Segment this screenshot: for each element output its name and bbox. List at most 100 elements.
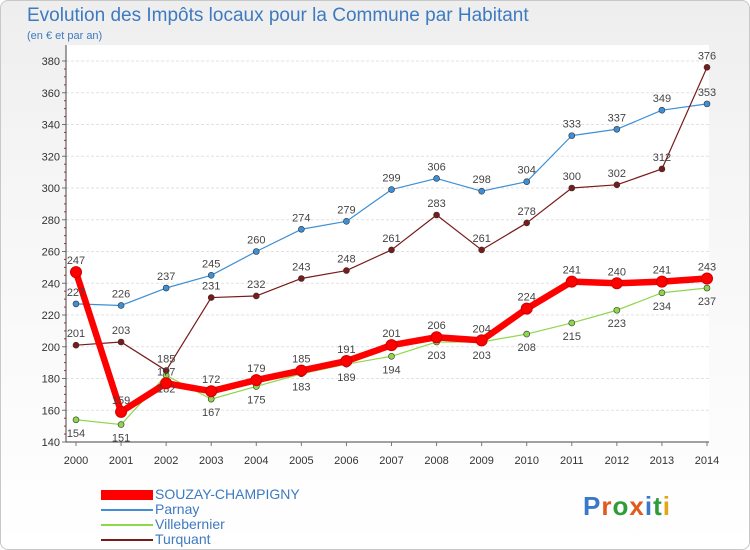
data-label: 237 — [157, 271, 175, 283]
brand-letter: x — [629, 491, 645, 521]
y-tick-label: 300 — [42, 183, 60, 195]
data-point — [433, 211, 440, 219]
data-point — [205, 385, 218, 398]
data-label: 179 — [247, 363, 265, 375]
x-tick-label: 2004 — [244, 455, 268, 467]
x-tick-label: 2009 — [469, 455, 493, 467]
x-tick-label: 2014 — [695, 455, 719, 467]
brand-letter: P — [583, 491, 602, 521]
x-tick-label: 2010 — [514, 455, 538, 467]
data-point — [72, 416, 80, 424]
data-label: 376 — [698, 50, 716, 62]
data-point — [658, 289, 666, 297]
data-point — [703, 100, 711, 108]
x-tick-label: 2011 — [560, 455, 584, 467]
brand-letter: r — [601, 491, 613, 521]
data-label: 245 — [202, 258, 220, 270]
data-label: 231 — [202, 281, 220, 293]
data-label: 241 — [563, 265, 581, 277]
chart-title: Evolution des Impôts locaux pour la Comm… — [27, 5, 529, 26]
y-tick-label: 360 — [42, 88, 60, 100]
data-label: 203 — [427, 350, 445, 362]
data-point — [703, 64, 711, 71]
data-label: 226 — [112, 288, 130, 300]
data-label: 241 — [653, 265, 671, 277]
data-point — [385, 339, 398, 352]
data-label: 243 — [698, 261, 716, 273]
y-tick-label: 160 — [42, 405, 60, 417]
data-label: 177 — [157, 366, 175, 378]
x-tick-label: 2005 — [289, 455, 313, 467]
data-label: 206 — [427, 320, 445, 332]
data-label: 274 — [292, 212, 310, 224]
data-label: 203 — [112, 325, 130, 337]
data-label: 185 — [292, 354, 310, 366]
data-label: 337 — [608, 112, 626, 124]
brand-logo[interactable]: Proxiti — [583, 491, 671, 522]
data-label: 304 — [518, 165, 536, 177]
legend-label: Villebernier — [155, 516, 225, 532]
data-label: 159 — [112, 395, 130, 407]
legend-swatch — [101, 539, 153, 541]
legend-swatch — [101, 509, 153, 511]
data-label: 175 — [247, 394, 265, 406]
data-label: 237 — [698, 296, 716, 308]
data-point — [343, 267, 350, 274]
data-point — [475, 334, 488, 347]
data-label: 349 — [653, 93, 671, 105]
x-tick-label: 2013 — [650, 455, 674, 467]
brand-letter: i — [644, 491, 654, 521]
y-tick-label: 240 — [42, 278, 60, 290]
data-label: 185 — [157, 354, 175, 366]
data-point — [520, 302, 533, 315]
data-point — [523, 219, 531, 227]
data-label: 240 — [608, 266, 626, 278]
data-label: 247 — [67, 255, 85, 267]
data-label: 201 — [382, 328, 400, 340]
data-label: 234 — [653, 301, 671, 313]
data-point — [340, 355, 353, 368]
data-point — [252, 248, 260, 255]
y-tick-label: 260 — [42, 247, 60, 259]
data-label: 215 — [563, 331, 581, 343]
data-label: 283 — [427, 198, 445, 210]
plot-area — [66, 45, 709, 442]
data-point — [160, 377, 173, 390]
data-point — [478, 187, 485, 195]
data-label: 191 — [337, 344, 355, 356]
data-point — [658, 165, 666, 173]
x-tick-label: 2012 — [605, 455, 629, 467]
data-point — [613, 181, 621, 189]
data-label: 278 — [518, 206, 536, 218]
brand-letter: o — [612, 491, 630, 521]
data-point — [343, 218, 350, 225]
data-label: 279 — [337, 204, 355, 216]
data-point — [613, 125, 621, 133]
legend-swatch — [101, 490, 153, 500]
data-point — [298, 275, 305, 282]
data-point — [207, 294, 215, 301]
data-point — [117, 302, 125, 309]
data-point — [250, 374, 263, 387]
data-label: 299 — [382, 173, 400, 185]
data-label: 223 — [608, 318, 626, 330]
data-label: 261 — [382, 233, 400, 245]
data-label: 260 — [247, 235, 265, 247]
data-point — [388, 186, 395, 193]
brand-letter: i — [662, 491, 671, 521]
data-point — [568, 132, 576, 139]
data-point — [252, 292, 260, 300]
data-point — [568, 319, 576, 327]
data-point — [613, 306, 621, 314]
data-point — [298, 225, 305, 233]
data-label: 261 — [472, 233, 490, 245]
data-point — [295, 364, 308, 377]
data-point — [162, 284, 170, 292]
x-tick-label: 2006 — [334, 455, 358, 467]
data-label: 248 — [337, 254, 355, 266]
brand-letter: t — [653, 491, 663, 521]
data-label: 243 — [292, 261, 310, 273]
x-tick-label: 2000 — [64, 455, 88, 467]
